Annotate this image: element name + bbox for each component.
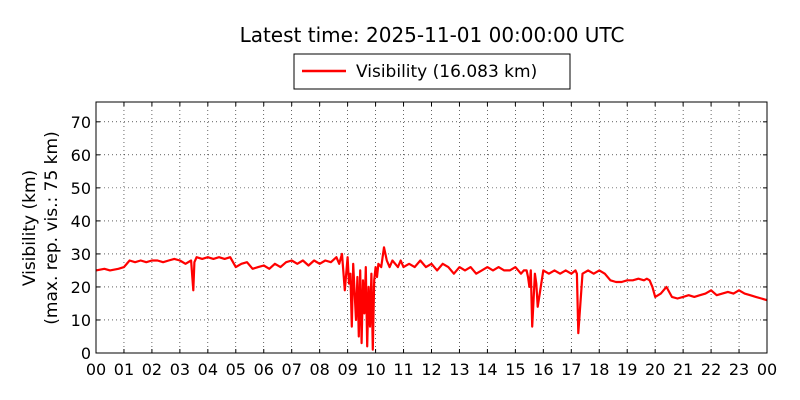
y-axis-label-line1: Visibility (km) <box>20 170 40 286</box>
y-tick-label: 40 <box>71 212 91 231</box>
x-tick-label: 01 <box>114 360 134 379</box>
x-tick-label: 04 <box>198 360 218 379</box>
x-tick-label: 14 <box>477 360 497 379</box>
series-line-visibility <box>95 246 768 351</box>
x-tick-label: 10 <box>365 360 385 379</box>
x-tick-label: 19 <box>617 360 637 379</box>
x-tick-label: 11 <box>393 360 413 379</box>
y-tick-labels: 0 10 20 30 40 50 60 70 <box>71 113 91 363</box>
x-tick-label: 21 <box>673 360 693 379</box>
x-tick-label: 20 <box>645 360 665 379</box>
legend: Visibility (16.083 km) <box>293 53 571 90</box>
x-tick-label: 16 <box>533 360 553 379</box>
x-tick-label: 05 <box>226 360 246 379</box>
y-tick-label: 30 <box>71 245 91 264</box>
x-tick-label: 12 <box>421 360 441 379</box>
x-tick-label: 06 <box>254 360 274 379</box>
x-tick-label: 22 <box>701 360 721 379</box>
x-tick-label: 15 <box>505 360 525 379</box>
x-tick-label: 13 <box>449 360 469 379</box>
x-tick-label: 00 <box>86 360 106 379</box>
plot-frame <box>95 101 768 354</box>
legend-entry-visibility: Visibility (16.083 km) <box>356 62 537 82</box>
chart-title: Latest time: 2025-11-01 00:00:00 UTC <box>240 23 625 47</box>
x-tick-label: 03 <box>170 360 190 379</box>
x-tick-label: 18 <box>589 360 609 379</box>
series-group <box>95 246 768 351</box>
axis-ticks <box>95 102 768 354</box>
y-tick-label: 70 <box>71 113 91 132</box>
x-tick-label: 02 <box>142 360 162 379</box>
x-tick-label: 17 <box>561 360 581 379</box>
y-tick-label: 20 <box>71 278 91 297</box>
y-axis-label-line2: (max. rep. vis.: 75 km) <box>42 131 62 324</box>
y-tick-label: 60 <box>71 146 91 165</box>
y-axis-label: Visibility (km) (max. rep. vis.: 75 km) <box>20 131 62 324</box>
x-tick-label: 07 <box>282 360 302 379</box>
grid-lines <box>96 102 767 353</box>
y-tick-label: 50 <box>71 179 91 198</box>
x-tick-label: 08 <box>309 360 329 379</box>
x-tick-label: 00 <box>757 360 777 379</box>
x-tick-label: 23 <box>729 360 749 379</box>
y-tick-label: 0 <box>81 344 91 363</box>
x-tick-labels: 00 01 02 03 04 05 06 07 08 09 10 11 12 13 14 15 16 17 18 19… <box>86 360 777 379</box>
y-tick-label: 10 <box>71 311 91 330</box>
x-tick-label: 09 <box>337 360 357 379</box>
